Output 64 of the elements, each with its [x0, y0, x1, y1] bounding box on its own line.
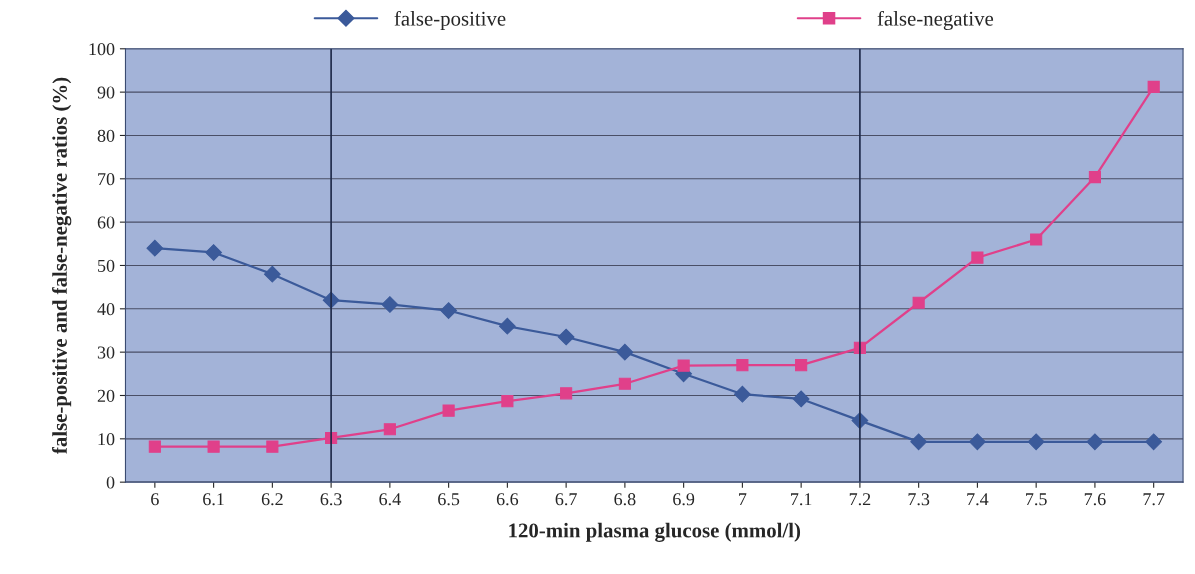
- point: [266, 440, 279, 453]
- x-tick-label: 7.3: [908, 493, 930, 506]
- point: [1147, 80, 1160, 93]
- point: [971, 251, 984, 264]
- x-tick-label: 6.1: [203, 493, 224, 506]
- y-tick-label: 30: [97, 346, 115, 359]
- x-tick-label: 7: [739, 493, 747, 506]
- point: [560, 387, 573, 400]
- legend-label: false-positive: [394, 10, 506, 30]
- y-tick-label: 60: [97, 216, 115, 229]
- point: [146, 239, 164, 257]
- x-tick-label: 7.7: [1143, 493, 1165, 506]
- point: [1027, 433, 1045, 451]
- x-tick-label: 6.4: [379, 493, 401, 506]
- x-tick-label: 6.2: [261, 493, 283, 506]
- x-tick-label: 7.1: [791, 493, 812, 506]
- point: [616, 343, 634, 361]
- legend-label: false-negative: [877, 10, 994, 31]
- point: [148, 440, 161, 453]
- y-tick-label: 20: [97, 389, 115, 402]
- x-tick-label: 6.9: [673, 493, 695, 506]
- x-tick-label: 7.4: [967, 493, 989, 506]
- x-tick-label: 6.8: [614, 493, 636, 506]
- y-axis-title: false-positive and false-negative ratios (%): [52, 77, 72, 454]
- point: [557, 328, 575, 346]
- y-tick-label: 0: [106, 476, 115, 489]
- x-tick-label: 6.6: [496, 493, 519, 506]
- point: [1088, 170, 1101, 184]
- point: [910, 433, 928, 451]
- point: [1030, 233, 1043, 246]
- point: [1086, 433, 1104, 451]
- point: [207, 440, 220, 453]
- y-tick-label: 10: [98, 433, 115, 446]
- point: [618, 377, 631, 390]
- x-axis-title: 120-min plasma glucose (mmol/l): [509, 522, 801, 542]
- point: [736, 359, 749, 372]
- point: [734, 385, 751, 403]
- x-tick-label: 6.5: [438, 493, 460, 506]
- point: [795, 359, 808, 372]
- x-tick-label: 6.7: [555, 493, 577, 506]
- point: [381, 296, 399, 313]
- y-tick-label: 70: [98, 173, 115, 186]
- x-tick-label: 7.2: [849, 493, 871, 506]
- point: [792, 390, 810, 408]
- x-tick-label: 6: [151, 493, 159, 506]
- point: [501, 395, 514, 408]
- y-tick-label: 100: [89, 43, 115, 56]
- point: [1145, 433, 1163, 451]
- point: [677, 359, 690, 372]
- y-tick-label: 90: [97, 86, 115, 99]
- y-tick-label: 80: [97, 129, 115, 142]
- point: [383, 423, 396, 436]
- y-tick-label: 50: [98, 259, 115, 272]
- x-tick-label: 6.3: [320, 493, 342, 506]
- point: [263, 265, 281, 283]
- x-tick-label: 7.6: [1084, 493, 1106, 506]
- x-tick-label: 7.5: [1026, 493, 1047, 506]
- point: [205, 244, 222, 261]
- point: [499, 317, 516, 335]
- point: [969, 433, 986, 451]
- point: [440, 302, 457, 319]
- point: [442, 404, 455, 417]
- y-tick-label: 40: [97, 303, 115, 316]
- point: [912, 296, 925, 309]
